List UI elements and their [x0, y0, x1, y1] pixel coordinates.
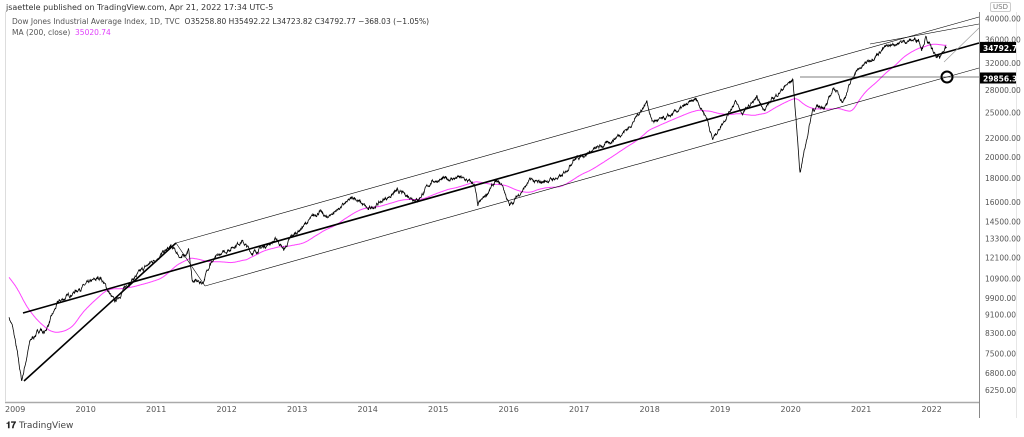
trendline-2009-low[interactable]: [23, 242, 177, 382]
y-tick-label: 7500.00: [985, 349, 1016, 358]
price-label: 29856.30: [983, 74, 1022, 83]
y-tick-label: 9900.00: [985, 294, 1016, 303]
time-axis[interactable]: 2009 2010 2011 2012 2013 2014 2015 2016 2017 2018…: [5, 405, 942, 414]
y-tick-label: 16000.00: [985, 198, 1021, 207]
diagonal-line[interactable]: [943, 27, 980, 63]
trendline-midline[interactable]: [22, 42, 980, 314]
x-tick-label: 2014: [358, 405, 378, 414]
y-tick-label: 6800.00: [985, 369, 1016, 378]
price-line: [8, 35, 947, 381]
x-tick-label: 2012: [217, 405, 237, 414]
y-tick-label: 36000.00: [985, 36, 1021, 45]
x-tick-label: 2021: [851, 405, 871, 414]
y-tick-label: 9100.00: [985, 311, 1016, 320]
x-tick-label: 2018: [640, 405, 660, 414]
y-tick-label: 12100.00: [985, 254, 1021, 263]
price-label-bg: [980, 41, 1016, 53]
ohlc-values: O35258.80 H35492.22 L34723.82 C34792.77 …: [184, 17, 430, 26]
target-circle[interactable]: [940, 70, 954, 84]
y-tick-label: 14500.00: [985, 217, 1021, 226]
y-tick-label: 18000.00: [985, 174, 1021, 183]
tradingview-brand[interactable]: 𝟏𝟕 TradingView: [6, 421, 73, 431]
y-tick-label: 13300.00: [985, 235, 1021, 244]
price-label-bg: [980, 72, 1016, 84]
price-axis[interactable]: 40000.00 36000.00 32000.00 28000.00 25000.00…: [985, 15, 1021, 395]
x-tick-label: 2022: [922, 405, 942, 414]
y-tick-label: 25000.00: [985, 109, 1021, 118]
channel-upper[interactable]: [175, 16, 980, 244]
x-tick-label: 2016: [499, 405, 519, 414]
currency-badge[interactable]: USD: [990, 2, 1011, 12]
tradingview-logo-icon: 𝟏𝟕: [6, 421, 17, 431]
x-tick-label: 2009: [5, 405, 25, 414]
drawings[interactable]: [22, 16, 980, 382]
price-label: 34792.77: [983, 44, 1022, 53]
y-tick-label: 28000.00: [985, 86, 1021, 95]
ma-line: MA (200, close) 35020.74: [12, 27, 429, 38]
ma-value: 35020.74: [75, 28, 111, 37]
y-tick-label: 32000.00: [985, 59, 1021, 68]
y-tick-label: 8300.00: [985, 329, 1016, 338]
upper-trendline-2[interactable]: [869, 23, 980, 45]
x-tick-label: 2019: [710, 405, 730, 414]
x-tick-label: 2011: [146, 405, 166, 414]
channel-connector[interactable]: [175, 242, 206, 287]
x-tick-label: 2020: [781, 405, 801, 414]
x-tick-label: 2015: [428, 405, 448, 414]
ma-200-line: [8, 43, 947, 333]
x-tick-label: 2010: [76, 405, 96, 414]
ma-label: MA (200, close): [12, 28, 71, 37]
y-tick-label: 20000.00: [985, 153, 1021, 162]
y-tick-label: 40000.00: [985, 15, 1021, 24]
brand-text: TradingView: [19, 421, 74, 431]
legend: Dow Jones Industrial Average Index, 1D, …: [10, 16, 432, 38]
channel-lower[interactable]: [204, 67, 980, 287]
y-tick-label: 22000.00: [985, 134, 1021, 143]
publisher-info: jsaettele published on TradingView.com, …: [6, 3, 274, 12]
symbol-line: Dow Jones Industrial Average Index, 1D, …: [12, 16, 429, 27]
price-labels: 34792.77 29856.30: [980, 41, 1022, 84]
x-tick-label: 2013: [287, 405, 307, 414]
symbol-name: Dow Jones Industrial Average Index, 1D, …: [12, 17, 180, 26]
y-tick-label: 6250.00: [985, 386, 1016, 395]
x-tick-label: 2017: [569, 405, 589, 414]
y-tick-label: 10900.00: [985, 275, 1021, 284]
